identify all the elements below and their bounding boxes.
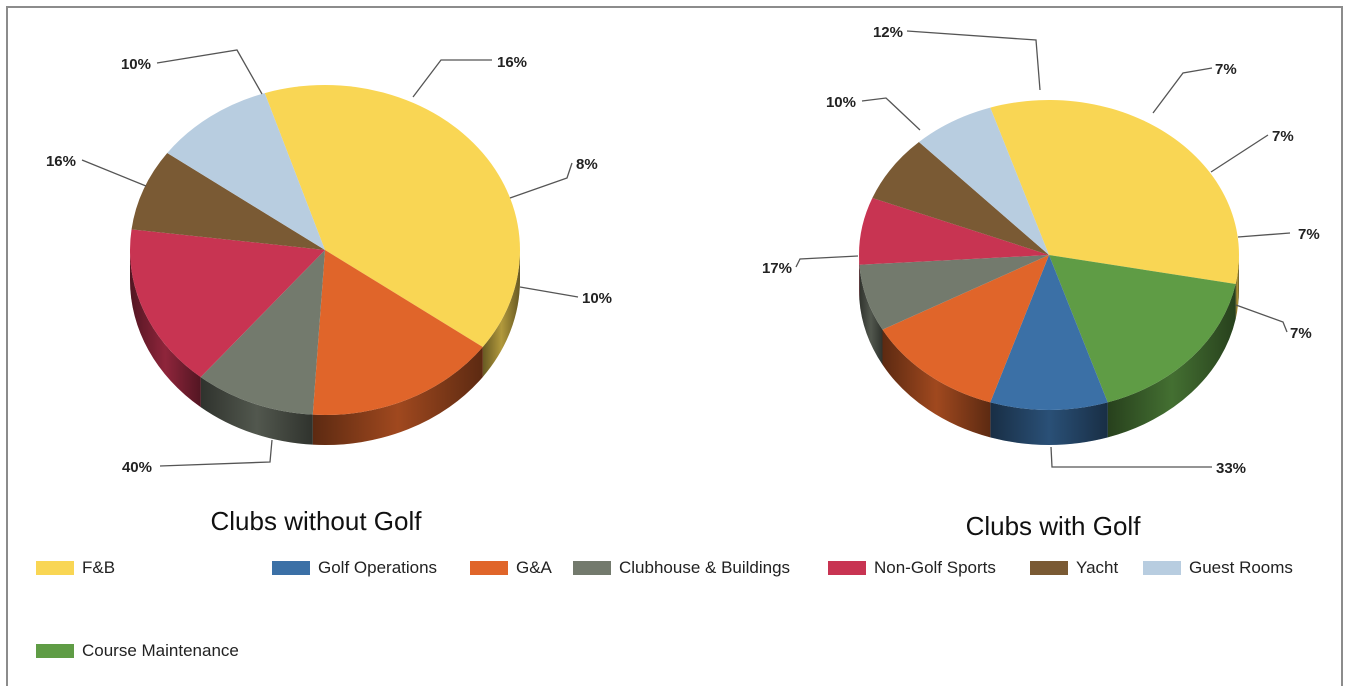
leader-line-fb bbox=[160, 440, 272, 466]
leader-line-clubhouse-buildings bbox=[1153, 68, 1212, 113]
data-label-golf-operations: 10% bbox=[826, 94, 856, 111]
legend-label: G&A bbox=[516, 558, 552, 578]
leader-line-golf-operations bbox=[862, 98, 920, 130]
data-label-guest-rooms: 7% bbox=[1290, 325, 1312, 342]
legend-swatch bbox=[828, 561, 866, 575]
leader-line-guest-rooms bbox=[520, 287, 578, 297]
legend-label: Clubhouse & Buildings bbox=[619, 558, 790, 578]
legend-label: F&B bbox=[82, 558, 115, 578]
legend-item-non-golf-sports: Non-Golf Sports bbox=[828, 558, 996, 578]
data-label-clubhouse-buildings: 10% bbox=[121, 56, 151, 73]
chart-title-clubs-with-golf: Clubs with Golf bbox=[966, 511, 1142, 541]
data-label-clubhouse-buildings: 7% bbox=[1215, 61, 1237, 78]
data-label-fb: 40% bbox=[122, 459, 152, 476]
legend-item-fb: F&B bbox=[36, 558, 115, 578]
chart-title-clubs-without-golf: Clubs without Golf bbox=[211, 506, 423, 536]
legend-swatch bbox=[36, 644, 74, 658]
legend-swatch bbox=[1030, 561, 1068, 575]
legend-item-clubhouse-buildings: Clubhouse & Buildings bbox=[573, 558, 790, 578]
leader-line-clubhouse-buildings bbox=[157, 50, 262, 94]
legend-label: Non-Golf Sports bbox=[874, 558, 996, 578]
data-label-ga: 12% bbox=[873, 24, 903, 41]
leader-line-non-golf-sports bbox=[1211, 135, 1268, 172]
data-label-fb: 33% bbox=[1216, 460, 1246, 477]
legend-item-guest-rooms: Guest Rooms bbox=[1143, 558, 1293, 578]
data-label-ga: 16% bbox=[46, 153, 76, 170]
legend-item-golf-operations: Golf Operations bbox=[272, 558, 437, 578]
leader-line-ga bbox=[907, 31, 1040, 90]
legend-swatch bbox=[272, 561, 310, 575]
data-label-non-golf-sports: 16% bbox=[497, 54, 527, 71]
leader-line-yacht bbox=[1238, 233, 1290, 237]
pie-slices bbox=[859, 100, 1239, 410]
legend-swatch bbox=[470, 561, 508, 575]
leader-line-course-maintenance bbox=[796, 256, 858, 267]
legend-label: Golf Operations bbox=[318, 558, 437, 578]
leader-line-yacht bbox=[510, 163, 572, 198]
leader-line-non-golf-sports bbox=[413, 60, 492, 97]
legend-swatch bbox=[573, 561, 611, 575]
legend-swatch bbox=[36, 561, 74, 575]
pie-clubs-without-golf: 40% 16% 10% 16% 8% 10% bbox=[46, 50, 612, 476]
leader-line-fb bbox=[1051, 447, 1212, 467]
legend-label: Course Maintenance bbox=[82, 641, 239, 661]
data-label-course-maintenance: 17% bbox=[762, 260, 792, 277]
data-label-yacht: 8% bbox=[576, 156, 598, 173]
legend-item-ga: G&A bbox=[470, 558, 552, 578]
legend-swatch bbox=[1143, 561, 1181, 575]
leader-line-guest-rooms bbox=[1236, 305, 1287, 332]
data-label-guest-rooms: 10% bbox=[582, 290, 612, 307]
legend-item-course-maintenance: Course Maintenance bbox=[36, 641, 239, 661]
legend-item-yacht: Yacht bbox=[1030, 558, 1118, 578]
pie-clubs-with-golf: 33% 17% 10% 12% 7% 7% 7% 7% bbox=[762, 24, 1320, 477]
legend-label: Guest Rooms bbox=[1189, 558, 1293, 578]
data-label-yacht: 7% bbox=[1298, 226, 1320, 243]
leader-line-ga bbox=[82, 160, 146, 186]
data-label-non-golf-sports: 7% bbox=[1272, 128, 1294, 145]
legend-label: Yacht bbox=[1076, 558, 1118, 578]
pie-slices bbox=[130, 85, 520, 415]
